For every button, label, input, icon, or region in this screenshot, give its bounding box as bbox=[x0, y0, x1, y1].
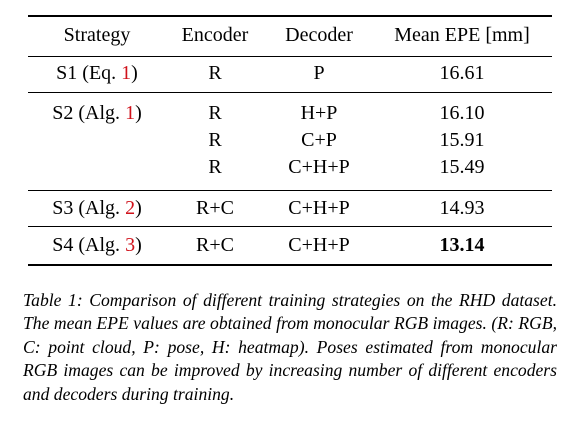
table-row-encoder: R+C bbox=[196, 234, 234, 256]
table-row-epe-best: 13.14 bbox=[439, 234, 485, 256]
table-caption: Table 1: Comparison of different trainin… bbox=[23, 290, 557, 404]
strategy-text: ) bbox=[135, 102, 142, 124]
table-row-epe: 14.93 bbox=[439, 197, 485, 219]
table-row-decoder: H+P bbox=[300, 102, 338, 124]
table-row-divider bbox=[28, 92, 552, 93]
table-row-encoder: R bbox=[208, 62, 222, 84]
header-encoder: Encoder bbox=[181, 24, 249, 46]
table-row-decoder: C+H+P bbox=[288, 197, 350, 219]
table-header-rule bbox=[28, 56, 552, 57]
strategy-text: S2 (Alg. bbox=[52, 102, 126, 124]
algorithm-reference-link[interactable]: 1 bbox=[125, 102, 136, 124]
table-row-decoder: C+H+P bbox=[288, 234, 350, 256]
table-row-encoder: R bbox=[208, 156, 222, 178]
strategy-text: S1 (Eq. bbox=[56, 62, 122, 84]
algorithm-reference-link[interactable]: 2 bbox=[125, 197, 136, 219]
algorithm-reference-link[interactable]: 3 bbox=[125, 234, 136, 256]
table-row-encoder: R bbox=[208, 102, 222, 124]
header-mean-epe: Mean EPE [mm] bbox=[394, 24, 530, 46]
table-row-encoder: R bbox=[208, 129, 222, 151]
header-decoder: Decoder bbox=[285, 24, 353, 46]
strategy-text: S3 (Alg. bbox=[52, 197, 126, 219]
table-row-epe: 16.61 bbox=[439, 62, 485, 84]
table-row-decoder: C+H+P bbox=[288, 156, 350, 178]
table-row-decoder: P bbox=[313, 62, 325, 84]
table-row-strategy: S1 (Eq. 1) bbox=[56, 61, 138, 85]
table-top-rule bbox=[28, 15, 552, 17]
table-bottom-rule bbox=[28, 264, 552, 266]
table-row-epe: 16.10 bbox=[439, 102, 485, 124]
table-row-strategy: S4 (Alg. 3) bbox=[52, 233, 141, 257]
table-row-epe: 15.49 bbox=[439, 156, 485, 178]
table-row-divider bbox=[28, 226, 552, 227]
strategy-text: S4 (Alg. bbox=[52, 234, 126, 256]
table-row-decoder: C+P bbox=[301, 129, 337, 151]
strategy-text: ) bbox=[135, 197, 142, 219]
table-row-strategy: S3 (Alg. 2) bbox=[52, 196, 141, 220]
strategy-text: ) bbox=[135, 234, 142, 256]
table-row-encoder: R+C bbox=[196, 197, 234, 219]
table-row-epe: 15.91 bbox=[439, 129, 485, 151]
table-row-divider bbox=[28, 190, 552, 191]
strategy-text: ) bbox=[131, 62, 138, 84]
table-row-strategy: S2 (Alg. 1) bbox=[52, 101, 141, 125]
equation-reference-link[interactable]: 1 bbox=[121, 62, 132, 84]
header-strategy: Strategy bbox=[63, 24, 131, 46]
